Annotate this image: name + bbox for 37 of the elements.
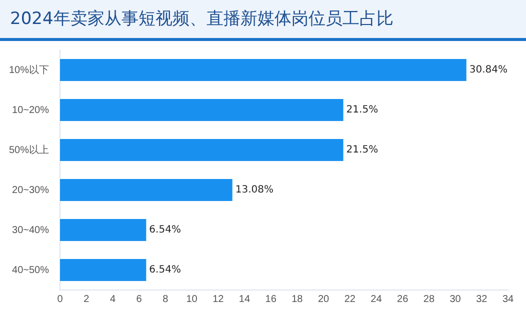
x-tick-label: 14 [238,294,250,305]
x-tick-label: 30 [450,294,462,305]
data-label: 21.5% [346,144,378,156]
y-tick-label: 30~40% [12,224,50,236]
x-tick-label: 6 [136,294,142,305]
x-tick-label: 20 [318,294,330,305]
y-tick-label: 10%以下 [9,64,50,76]
data-label: 21.5% [346,104,378,116]
x-tick-label: 4 [110,294,116,305]
bar [60,99,344,121]
y-tick-label: 10~20% [12,104,50,116]
bar [60,219,146,241]
data-label: 6.54% [149,224,181,236]
bar [60,259,146,281]
y-tick-label: 50%以上 [9,144,50,156]
x-tick-label: 18 [292,294,304,305]
x-tick-label: 26 [397,294,409,305]
y-tick-label: 40~50% [12,264,50,276]
bar [60,179,232,201]
data-label: 6.54% [149,264,181,276]
x-tick-label: 8 [162,294,169,305]
x-tick-label: 12 [212,294,224,305]
y-tick-label: 20~30% [12,184,50,196]
data-label: 30.84% [469,64,508,76]
bar [60,59,466,81]
x-tick-label: 32 [476,294,488,305]
bar [60,139,344,161]
x-tick-label: 0 [57,294,64,305]
data-label: 13.08% [235,184,274,196]
x-tick-label: 16 [265,294,277,305]
x-tick-label: 2 [84,294,90,305]
chart-title: 2024年卖家从事短视频、直播新媒体岗位员工占比 [0,0,526,41]
x-tick-label: 34 [502,294,514,305]
x-tick-label: 10 [186,294,198,305]
x-tick-label: 28 [423,294,435,305]
x-tick-label: 24 [370,294,382,305]
x-tick-label: 22 [344,294,356,305]
